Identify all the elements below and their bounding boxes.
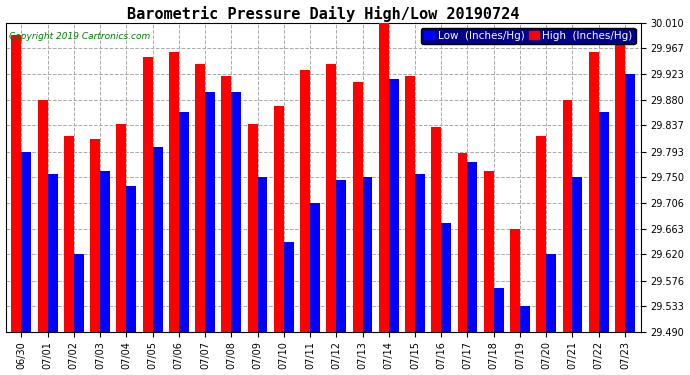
Bar [169, 53, 179, 332]
Bar [405, 76, 415, 332]
Bar [388, 79, 399, 332]
Bar [625, 74, 635, 332]
Bar [362, 177, 373, 332]
Bar [11, 34, 21, 332]
Bar [353, 82, 362, 332]
Bar [90, 138, 100, 332]
Legend: Low  (Inches/Hg), High  (Inches/Hg): Low (Inches/Hg), High (Inches/Hg) [421, 28, 635, 44]
Bar [48, 174, 57, 332]
Bar [431, 127, 441, 332]
Bar [468, 162, 477, 332]
Bar [494, 288, 504, 332]
Bar [257, 177, 268, 332]
Bar [441, 224, 451, 332]
Bar [546, 254, 556, 332]
Bar [573, 177, 582, 332]
Bar [379, 23, 388, 332]
Bar [221, 76, 231, 332]
Title: Barometric Pressure Daily High/Low 20190724: Barometric Pressure Daily High/Low 20190… [127, 6, 520, 21]
Text: Copyright 2019 Cartronics.com: Copyright 2019 Cartronics.com [9, 32, 150, 41]
Bar [510, 229, 520, 332]
Bar [536, 136, 546, 332]
Bar [589, 53, 599, 332]
Bar [562, 100, 573, 332]
Bar [248, 124, 257, 332]
Bar [274, 106, 284, 332]
Bar [195, 64, 205, 332]
Bar [37, 100, 48, 332]
Bar [179, 112, 189, 332]
Bar [310, 203, 320, 332]
Bar [457, 153, 468, 332]
Bar [21, 152, 31, 332]
Bar [63, 136, 74, 332]
Bar [74, 254, 83, 332]
Bar [520, 306, 530, 332]
Bar [599, 112, 609, 332]
Bar [336, 180, 346, 332]
Bar [152, 147, 163, 332]
Bar [415, 174, 425, 332]
Bar [126, 186, 136, 332]
Bar [615, 34, 625, 332]
Bar [300, 70, 310, 332]
Bar [143, 57, 152, 332]
Bar [117, 124, 126, 332]
Bar [205, 92, 215, 332]
Bar [326, 64, 336, 332]
Bar [484, 171, 494, 332]
Bar [231, 92, 241, 332]
Bar [284, 243, 294, 332]
Bar [100, 171, 110, 332]
